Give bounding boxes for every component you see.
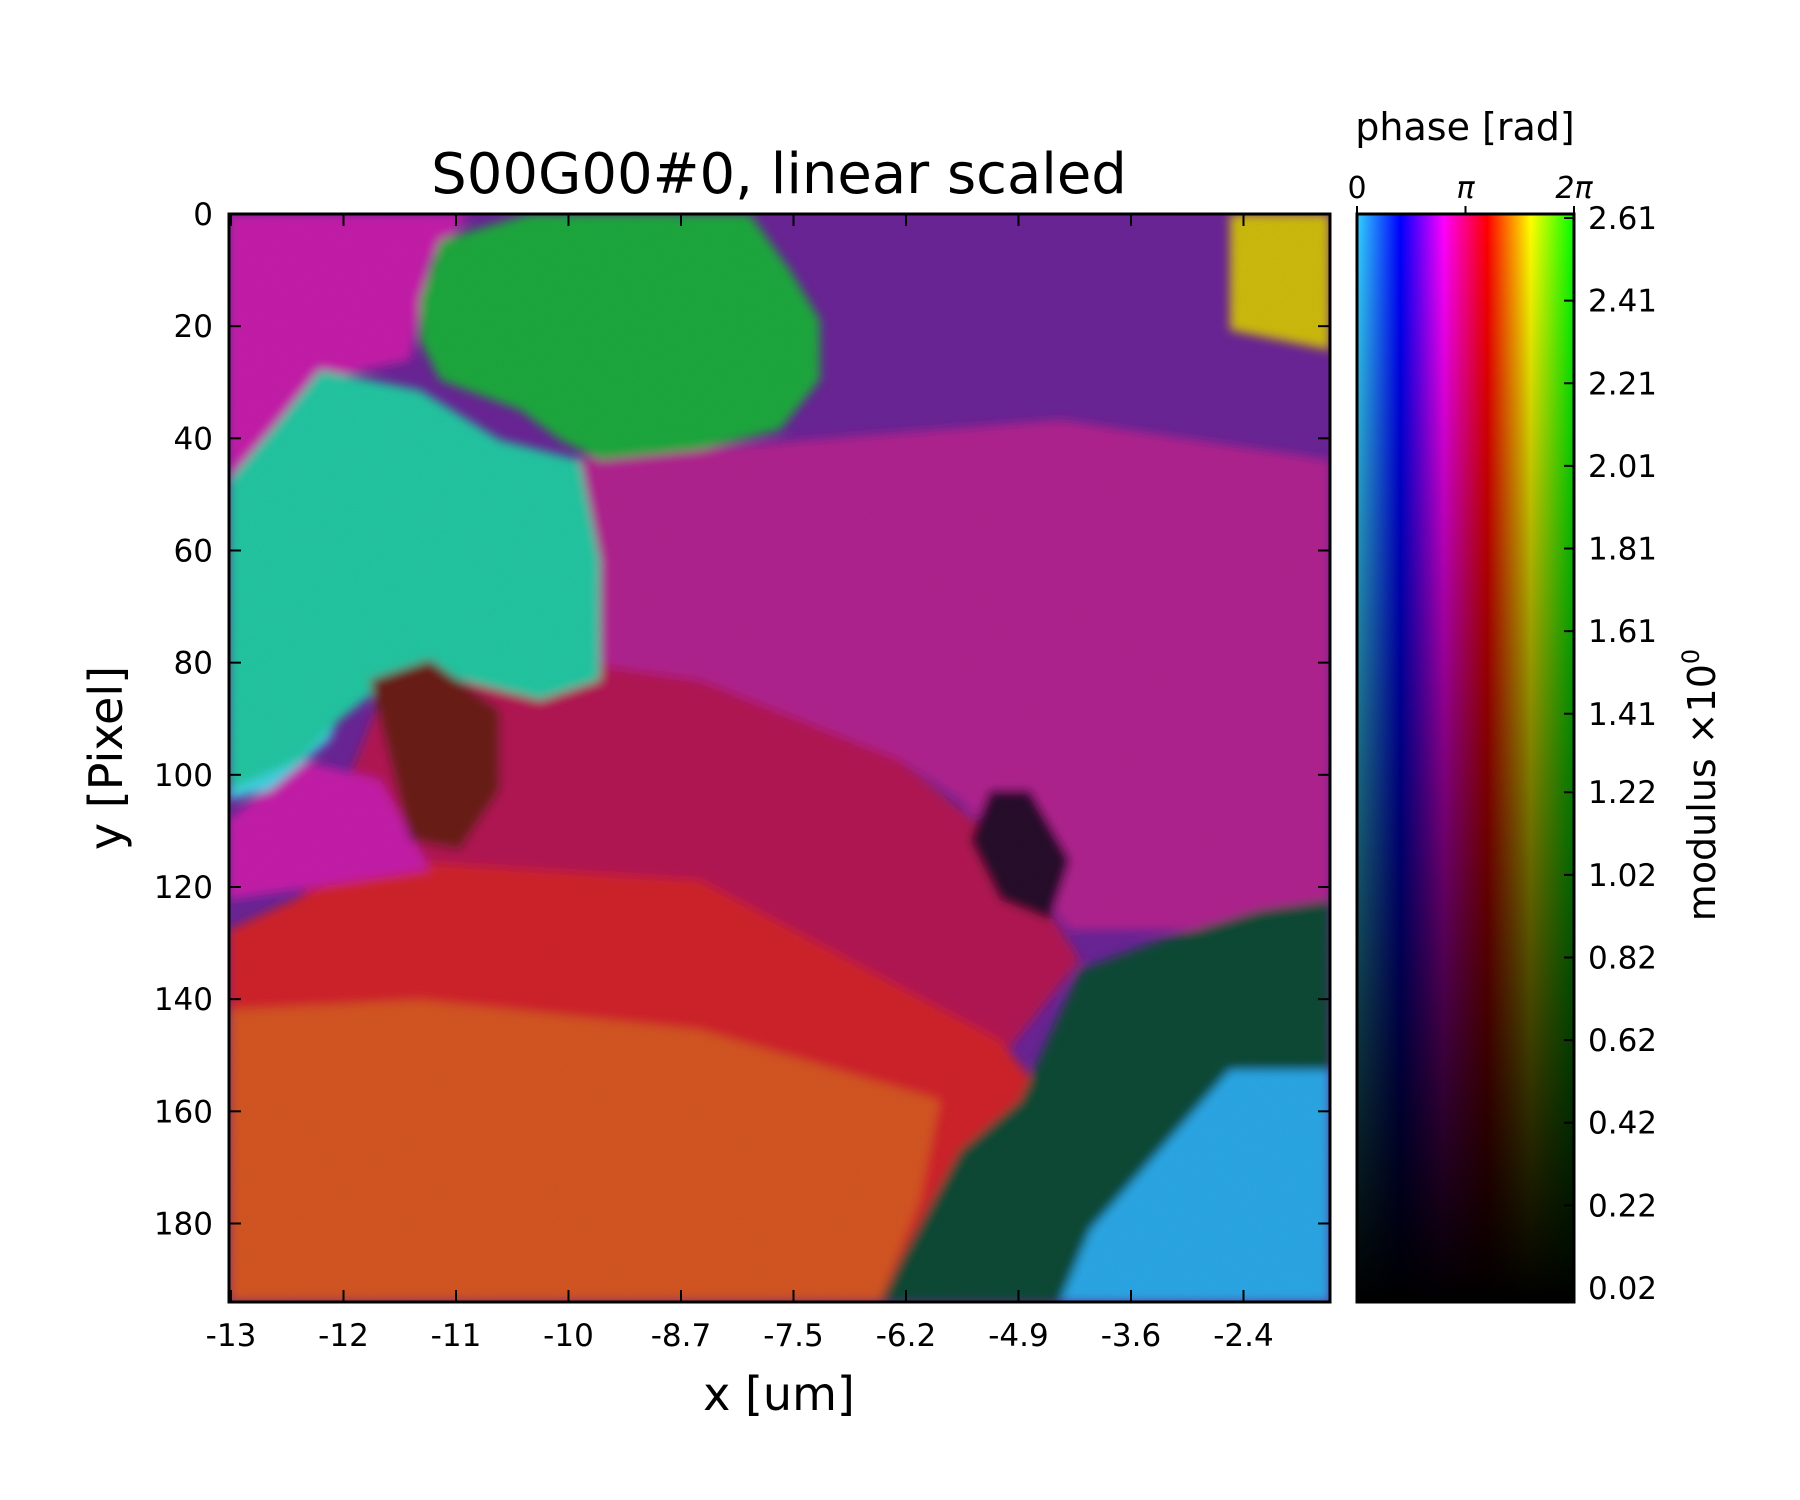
x-tick-label: -4.9 [988, 1318, 1049, 1354]
y-tick-label: 100 [154, 758, 213, 794]
x-axis-label: x [um] [703, 1367, 855, 1421]
modulus-tick-label: 2.01 [1588, 449, 1657, 485]
y-tick-label: 40 [174, 421, 213, 457]
colorbar-darkening [1357, 214, 1574, 1302]
modulus-tick-label: 0.62 [1588, 1023, 1657, 1059]
modulus-tick-label: 2.41 [1588, 284, 1657, 320]
y-tick-label: 140 [154, 982, 213, 1018]
y-tick-label: 0 [193, 197, 213, 233]
x-tick-label: -8.7 [651, 1318, 712, 1354]
heatmap-image [229, 214, 1330, 1302]
x-tick-label: -6.2 [876, 1318, 937, 1354]
modulus-tick-label: 1.02 [1588, 858, 1657, 894]
modulus-tick-label: 0.82 [1588, 940, 1657, 976]
modulus-exponent-power: 0 [1677, 649, 1705, 664]
modulus-tick-label: 0.22 [1588, 1188, 1657, 1224]
modulus-tick-label: 2.21 [1588, 366, 1657, 402]
chart-title: S00G00#0, linear scaled [431, 142, 1127, 207]
colorbar-phase-label: phase [rad] [1355, 105, 1574, 149]
phase-ticks: 0 π 2π [1347, 171, 1594, 214]
colorbar [1355, 212, 1576, 1304]
plot-frame [227, 212, 1332, 1304]
y-tick-label: 60 [174, 533, 213, 569]
colorbar-modulus-label: modulus ×100 [1677, 649, 1724, 921]
modulus-ticks: 2.61 2.41 2.21 2.01 1.81 1.61 1.41 1.22 1.02 0.82… [1564, 201, 1657, 1307]
x-tick-label: -12 [318, 1318, 369, 1354]
phase-tick-label: 0 [1347, 171, 1366, 206]
x-tick-label: -2.4 [1213, 1318, 1274, 1354]
modulus-tick-label: 1.81 [1588, 532, 1657, 568]
phase-tick-label: π [1456, 171, 1475, 206]
modulus-tick-label: 2.61 [1588, 201, 1657, 237]
modulus-tick-label: 1.22 [1588, 775, 1657, 811]
y-tick-label: 80 [174, 646, 213, 682]
modulus-tick-label: 1.61 [1588, 614, 1657, 650]
x-tick-label: -10 [543, 1318, 594, 1354]
y-axis: 0 20 40 60 80 100 120 140 160 180 [154, 197, 1330, 1242]
x-axis: -13 -12 -11 -10 -8.7 -7.5 -6.2 -4.9 -3.6 -2.4 [206, 214, 1274, 1354]
y-tick-label: 20 [174, 309, 213, 345]
phase-tick-label: 2π [1555, 171, 1593, 206]
modulus-tick-label: 0.42 [1588, 1106, 1657, 1142]
x-tick-label: -7.5 [763, 1318, 824, 1354]
x-tick-label: -13 [206, 1318, 257, 1354]
modulus-tick-label: 1.41 [1588, 697, 1657, 733]
modulus-tick-label: 0.02 [1588, 1271, 1657, 1307]
y-axis-label: y [Pixel] [79, 666, 133, 850]
x-tick-label: -3.6 [1101, 1318, 1162, 1354]
y-tick-label: 160 [154, 1094, 213, 1130]
modulus-label-text: modulus [1680, 758, 1724, 921]
modulus-exponent-text: ×10 [1680, 664, 1724, 744]
y-tick-label: 120 [154, 870, 213, 906]
x-tick-label: -11 [431, 1318, 482, 1354]
image-grain [229, 214, 1330, 1302]
y-tick-label: 180 [154, 1206, 213, 1242]
